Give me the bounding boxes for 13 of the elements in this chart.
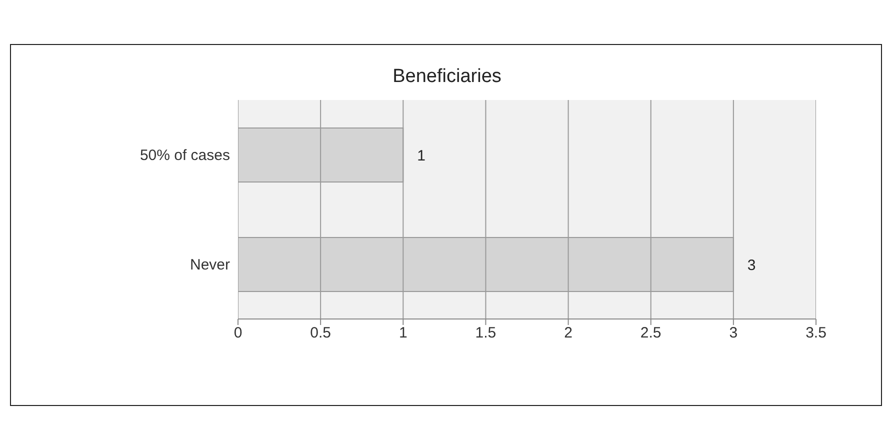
x-tick-label: 0.5 <box>310 324 331 342</box>
x-tick-label: 1 <box>398 324 408 342</box>
x-tick-label: 3.5 <box>806 324 826 342</box>
x-tick-label: 0 <box>234 324 242 342</box>
data-label: 1 <box>417 147 426 164</box>
y-tick-label: Never <box>190 256 230 274</box>
y-tick-label: 50% of cases <box>140 147 230 164</box>
data-label: 3 <box>747 256 756 274</box>
x-tick-label: 2.5 <box>640 324 662 342</box>
x-tick-label: 3 <box>729 324 738 342</box>
x-tick-label: 2 <box>564 324 572 342</box>
chart-title: Beneficiaries <box>392 66 502 88</box>
x-tick-label: 1.5 <box>475 324 496 342</box>
